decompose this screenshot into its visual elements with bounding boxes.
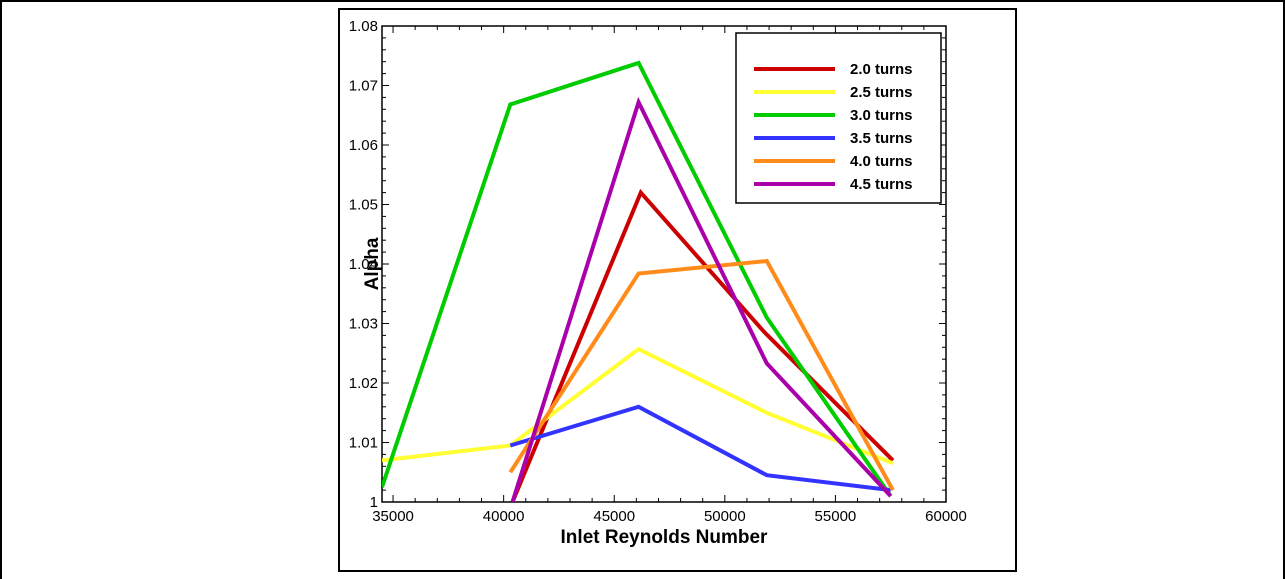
y-tick-label: 1.08: [349, 18, 378, 35]
y-tick-label: 1.03: [349, 316, 378, 333]
y-tick-label: 1.07: [349, 78, 378, 95]
series-line-4-0-turns: [508, 258, 895, 492]
x-tick-label: 45000: [593, 508, 635, 525]
line-chart: 35000 40000 45000 50000 55000 60000 1 1.01 1.02 1…: [349, 18, 967, 548]
legend-label: 2.5 turns: [850, 84, 913, 101]
y-axis-title: Alpha: [362, 237, 383, 290]
series-line-4-5-turns: [510, 96, 893, 502]
x-tick-label: 50000: [704, 508, 746, 525]
x-tick-label: 40000: [483, 508, 525, 525]
y-tick-label: 1.06: [349, 137, 378, 154]
legend-label: 3.0 turns: [850, 107, 913, 124]
y-tick-label: 1.02: [349, 375, 378, 392]
y-tick-label: 1: [370, 494, 378, 511]
y-tick-label: 1.05: [349, 197, 378, 214]
legend-label: 3.5 turns: [850, 130, 913, 147]
legend-box: [735, 32, 942, 204]
legend-label: 4.5 turns: [850, 176, 913, 193]
x-tick-label: 60000: [925, 508, 967, 525]
x-tick-label: 35000: [372, 508, 414, 525]
series-line-2-0-turns: [510, 188, 895, 502]
legend-label: 2.0 turns: [850, 61, 913, 78]
series-line-3-0-turns: [382, 60, 893, 498]
y-tick-label: 1.04: [349, 256, 378, 273]
y-tick-label: 1.01: [349, 435, 378, 452]
x-axis-title: Inlet Reynolds Number: [561, 527, 769, 548]
plot-border-box: [338, 8, 1017, 572]
x-tick-label: 55000: [815, 508, 857, 525]
series-line-2-5-turns: [382, 346, 894, 466]
legend-label: 4.0 turns: [850, 153, 913, 170]
series-line-3-5-turns: [509, 404, 891, 493]
